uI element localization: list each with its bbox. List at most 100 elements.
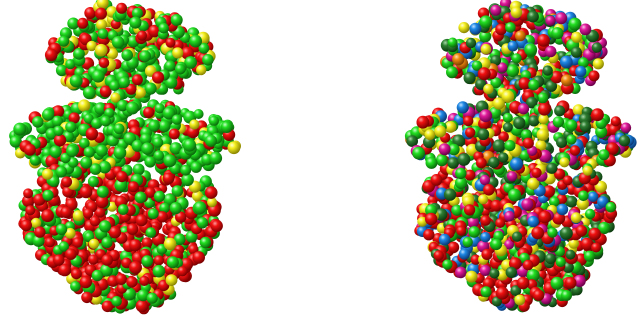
atom xyxy=(511,53,522,64)
atom xyxy=(475,78,487,90)
atom xyxy=(96,19,107,31)
atom xyxy=(127,181,139,193)
atom xyxy=(55,223,68,235)
atom xyxy=(465,37,477,49)
atom xyxy=(546,162,558,174)
atom xyxy=(68,112,80,124)
atom xyxy=(463,115,474,127)
atom xyxy=(516,276,530,290)
atom xyxy=(587,191,599,202)
atom xyxy=(202,54,214,66)
atom xyxy=(101,254,113,266)
atom xyxy=(189,119,200,130)
atom xyxy=(505,266,517,279)
atom xyxy=(69,74,83,88)
atom xyxy=(29,155,41,166)
atom xyxy=(502,122,513,133)
atom xyxy=(174,63,186,75)
atom xyxy=(116,171,128,183)
atom xyxy=(479,174,491,186)
atom xyxy=(82,208,94,219)
atom xyxy=(73,47,85,60)
atom xyxy=(564,277,577,289)
atom xyxy=(559,157,570,168)
atom xyxy=(143,106,155,119)
atom xyxy=(32,116,44,128)
atom xyxy=(483,83,494,95)
atom xyxy=(189,34,203,48)
atom xyxy=(64,227,76,239)
atom xyxy=(566,134,577,145)
atom xyxy=(116,99,129,112)
atom xyxy=(140,133,152,145)
atom xyxy=(588,227,601,241)
atom xyxy=(20,219,32,232)
atom xyxy=(463,71,476,85)
atom xyxy=(53,254,65,266)
atom xyxy=(521,198,534,211)
atom xyxy=(181,173,194,187)
atom xyxy=(511,231,523,242)
atom xyxy=(88,238,100,249)
atom xyxy=(100,115,111,127)
atom xyxy=(531,226,545,240)
atom xyxy=(451,204,463,216)
atom xyxy=(463,204,476,216)
atom xyxy=(164,60,176,72)
atom xyxy=(207,197,217,208)
atom xyxy=(510,157,523,171)
atom xyxy=(163,237,177,251)
atom xyxy=(507,40,519,52)
atom xyxy=(583,250,596,262)
atom xyxy=(41,168,54,180)
atom xyxy=(33,193,46,206)
atom xyxy=(452,53,465,66)
atom xyxy=(134,191,147,204)
atom xyxy=(152,137,164,148)
atom xyxy=(571,31,583,43)
atom xyxy=(479,30,492,43)
atom xyxy=(131,7,143,19)
atom xyxy=(495,286,509,300)
atom xyxy=(129,16,142,29)
atom xyxy=(588,70,600,82)
atom xyxy=(60,206,72,219)
atom xyxy=(126,223,139,235)
atom xyxy=(595,180,607,193)
atom xyxy=(455,167,467,180)
atom xyxy=(144,156,156,168)
atom xyxy=(81,291,93,304)
atom xyxy=(65,59,76,70)
atom xyxy=(141,142,154,155)
atom xyxy=(58,241,69,252)
atom xyxy=(510,6,523,19)
atom xyxy=(456,101,469,114)
atom xyxy=(165,76,178,89)
atom xyxy=(165,37,176,48)
atom xyxy=(517,103,530,115)
atom xyxy=(579,23,592,36)
atom xyxy=(490,238,503,251)
atom xyxy=(412,146,425,160)
atom xyxy=(430,174,443,186)
atom xyxy=(125,101,139,115)
atom xyxy=(492,139,506,153)
atom xyxy=(175,211,187,223)
atom xyxy=(502,112,513,123)
atom xyxy=(117,204,129,215)
atom xyxy=(208,204,221,217)
atom xyxy=(89,215,101,227)
atom xyxy=(598,221,611,235)
atom xyxy=(480,232,491,243)
atom xyxy=(520,129,532,141)
atom xyxy=(163,154,177,168)
atom xyxy=(447,157,460,169)
atom xyxy=(198,42,210,54)
atom xyxy=(144,82,157,95)
atom xyxy=(447,241,460,254)
atom xyxy=(547,227,558,238)
atom xyxy=(153,190,166,202)
atom xyxy=(498,152,509,163)
atom xyxy=(53,125,64,136)
